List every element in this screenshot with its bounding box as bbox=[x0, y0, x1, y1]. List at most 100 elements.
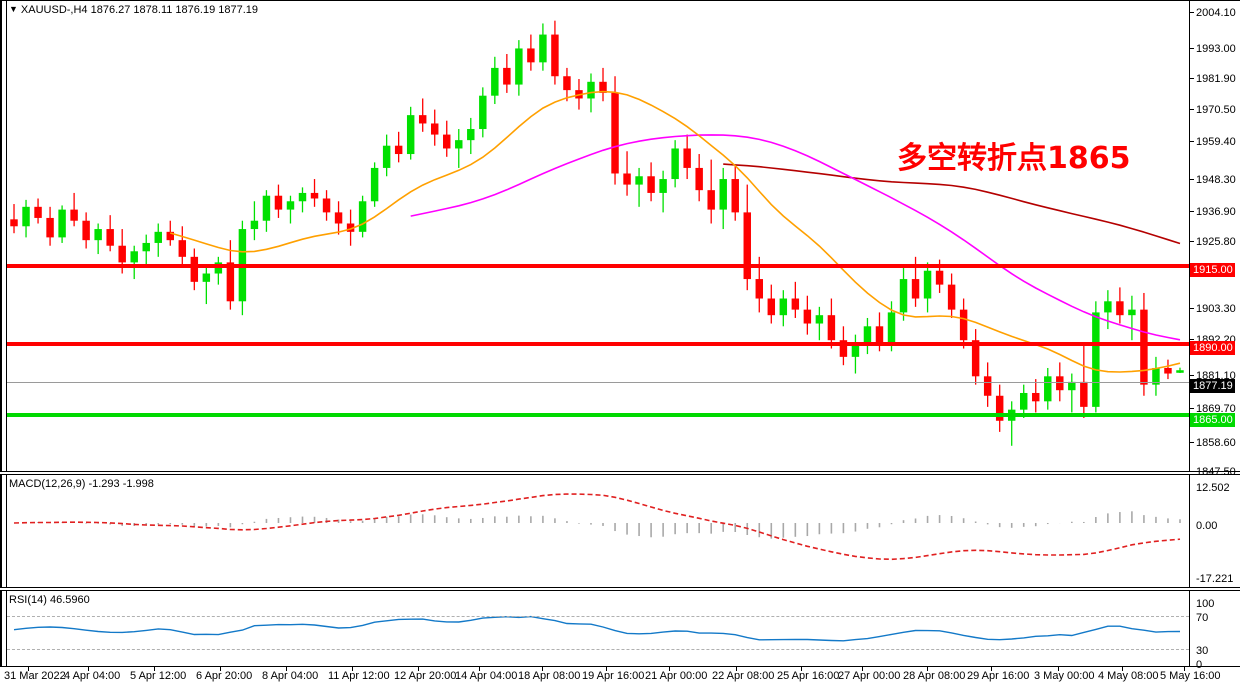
candle-body bbox=[827, 315, 836, 341]
price-axis-label: 1869.70 bbox=[1196, 403, 1236, 415]
time-axis-tick bbox=[418, 667, 419, 671]
candle-body bbox=[695, 167, 703, 191]
time-axis-tick bbox=[28, 667, 29, 671]
time-axis-label: 4 Apr 04:00 bbox=[64, 670, 121, 682]
candle-body bbox=[539, 34, 547, 63]
price-axis-tag[interactable]: 1890.00 bbox=[1190, 341, 1235, 355]
candle-body bbox=[743, 212, 751, 280]
candle-body bbox=[707, 190, 715, 210]
candle-body bbox=[971, 340, 980, 377]
time-axis-label: 12 Apr 20:00 bbox=[394, 670, 457, 682]
candle-body bbox=[1056, 376, 1064, 391]
resistance-line-1915[interactable] bbox=[7, 264, 1189, 268]
candle-body bbox=[154, 231, 162, 243]
candle-body bbox=[659, 179, 667, 193]
time-axis-label: 5 Apr 12:00 bbox=[130, 670, 187, 682]
price-axis-tick bbox=[1190, 442, 1194, 443]
time-axis-label: 28 Apr 08:00 bbox=[903, 670, 966, 682]
time-axis-tick bbox=[927, 667, 928, 671]
time-axis-label: 3 May 00:00 bbox=[1034, 670, 1095, 682]
candle-body bbox=[394, 145, 403, 155]
candle-body bbox=[587, 81, 595, 99]
candle-body bbox=[647, 176, 655, 193]
candle-body bbox=[563, 76, 571, 91]
time-axis-tick bbox=[991, 667, 992, 671]
time-axis-tick bbox=[88, 667, 89, 671]
time-axis-tick bbox=[220, 667, 221, 671]
candle-body bbox=[479, 95, 487, 130]
price-axis-tag[interactable]: 1915.00 bbox=[1190, 263, 1235, 277]
price-axis-tick bbox=[1190, 211, 1194, 212]
macd-axis-label: 0.00 bbox=[1196, 520, 1218, 532]
candle-body bbox=[70, 209, 78, 221]
candle-body bbox=[34, 206, 42, 218]
macd-pane bbox=[0, 474, 1240, 588]
price-axis-tag[interactable]: 1877.19 bbox=[1190, 379, 1235, 393]
candle-body bbox=[995, 395, 1004, 421]
rsi-axis-label: 0 bbox=[1196, 659, 1203, 671]
macd-axis-line bbox=[1189, 474, 1190, 588]
time-axis-label: 29 Apr 16:00 bbox=[967, 670, 1030, 682]
candle-body bbox=[1164, 367, 1172, 374]
price-axis-tick bbox=[1190, 109, 1194, 110]
price-axis-tick bbox=[1190, 308, 1194, 309]
rsi-level-70 bbox=[7, 616, 1189, 617]
rsi-axis-label: 100 bbox=[1196, 598, 1215, 610]
time-axis-tick bbox=[479, 667, 480, 671]
candle-body bbox=[106, 229, 114, 246]
candle-body bbox=[683, 148, 691, 168]
price-axis-line bbox=[1189, 0, 1190, 472]
candle-body bbox=[1044, 376, 1052, 402]
candle-body bbox=[791, 298, 800, 310]
rsi-pane-title: RSI(14) 46.5960 bbox=[9, 594, 90, 606]
price-axis-tag[interactable]: 1865.00 bbox=[1190, 413, 1235, 427]
candle-body bbox=[1104, 301, 1112, 313]
chart-annotation: 多空转折点1865 bbox=[897, 141, 1131, 176]
candle-body bbox=[467, 129, 475, 141]
time-axis-label: 19 Apr 16:00 bbox=[582, 670, 645, 682]
candle-body bbox=[274, 195, 283, 210]
price-axis-tick bbox=[1190, 78, 1194, 79]
support-line-1865[interactable] bbox=[7, 413, 1189, 417]
candle-body bbox=[863, 326, 872, 346]
candle-body bbox=[262, 195, 271, 221]
candle-body bbox=[286, 201, 295, 210]
time-axis-tick bbox=[352, 667, 353, 671]
candle-body bbox=[322, 198, 331, 213]
price-chart-canvas bbox=[10, 20, 1184, 446]
candle-body bbox=[1128, 309, 1136, 316]
candle-body bbox=[190, 256, 199, 282]
candle-body bbox=[22, 206, 30, 227]
candle-body bbox=[1152, 367, 1160, 385]
candle-body bbox=[1140, 309, 1148, 385]
triangle-down-icon[interactable]: ▼ bbox=[9, 4, 18, 14]
candle-body bbox=[118, 245, 126, 263]
resistance-line-1890[interactable] bbox=[7, 342, 1189, 346]
candle-body bbox=[1092, 312, 1100, 407]
candle-body bbox=[959, 309, 968, 341]
candle-body bbox=[947, 284, 956, 310]
candle-body bbox=[731, 179, 739, 213]
candle-body bbox=[983, 376, 992, 396]
candle-body bbox=[1116, 301, 1124, 316]
time-axis-label: 6 Apr 20:00 bbox=[196, 670, 253, 682]
candle-body bbox=[635, 176, 643, 185]
candle-body bbox=[370, 167, 379, 202]
time-axis-label: 22 Apr 08:00 bbox=[712, 670, 775, 682]
macd-pane-left-edge bbox=[6, 474, 7, 588]
candle-body bbox=[298, 192, 307, 202]
symbol-ohlc-label: XAUUSD-,H4 1876.27 1878.11 1876.19 1877.… bbox=[20, 4, 259, 16]
price-axis-label: 1948.30 bbox=[1196, 174, 1236, 186]
candle-body bbox=[611, 92, 619, 174]
price-axis-label: 1970.50 bbox=[1196, 104, 1236, 116]
candle-body bbox=[58, 209, 66, 238]
time-axis-tick bbox=[801, 667, 802, 671]
time-axis-label: 31 Mar 2022 bbox=[4, 670, 66, 682]
rsi-axis-label: 70 bbox=[1196, 612, 1209, 624]
price-axis-tick bbox=[1190, 375, 1194, 376]
time-axis-label: 21 Apr 00:00 bbox=[645, 670, 708, 682]
candle-body bbox=[911, 279, 920, 299]
candle-body bbox=[418, 115, 427, 124]
price-axis-tick bbox=[1190, 48, 1194, 49]
